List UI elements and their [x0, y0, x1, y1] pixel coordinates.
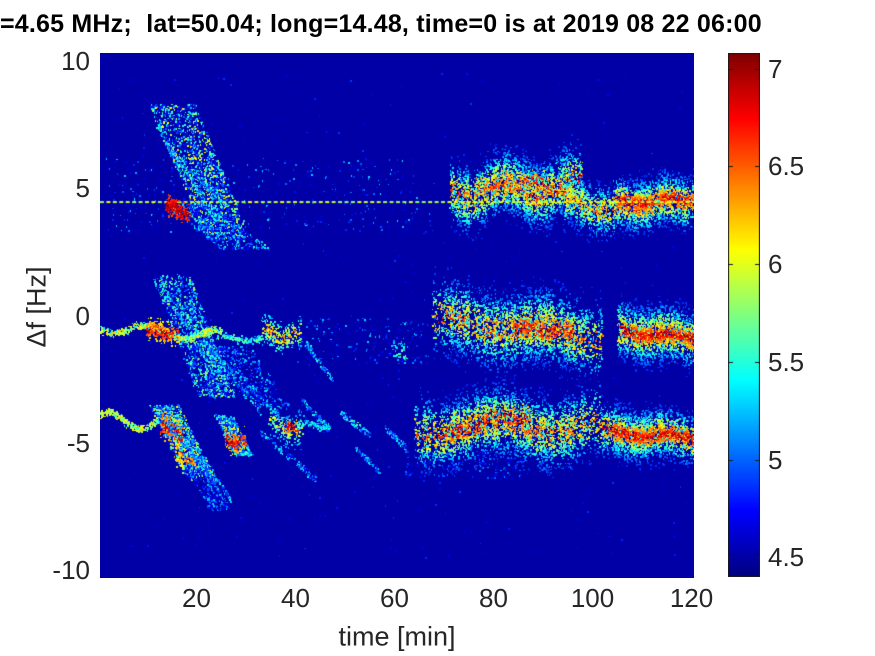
colorbar-tick-label: 6: [768, 249, 783, 280]
x-tick-label: 100: [570, 583, 615, 613]
x-tick-label: 60: [380, 583, 409, 613]
colorbar-tick-label: 5.5: [768, 346, 805, 377]
colorbar-canvas: [728, 53, 760, 577]
y-tick-label: -10: [52, 555, 90, 586]
y-tick-label: -5: [66, 427, 90, 458]
colorbar-tick-label: 4.5: [768, 542, 805, 573]
x-tick-label: 80: [479, 583, 508, 613]
figure-title: =4.65 MHz; lat=50.04; long=14.48, time=0…: [0, 10, 762, 38]
y-tick-label: 0: [75, 300, 90, 331]
x-tick-label: 40: [281, 583, 310, 613]
y-tick-label: 5: [75, 173, 90, 204]
x-tick-label: 20: [182, 583, 211, 613]
x-axis-label: time [min]: [338, 621, 456, 652]
colorbar-tick-label: 7: [768, 53, 783, 84]
x-tick-label: 120: [669, 583, 714, 613]
colorbar-tick-label: 5: [768, 444, 783, 475]
colorbar-tick-label: 6.5: [768, 151, 805, 182]
spectrogram-plot-canvas: [100, 53, 694, 578]
y-tick-label: 10: [61, 45, 90, 76]
